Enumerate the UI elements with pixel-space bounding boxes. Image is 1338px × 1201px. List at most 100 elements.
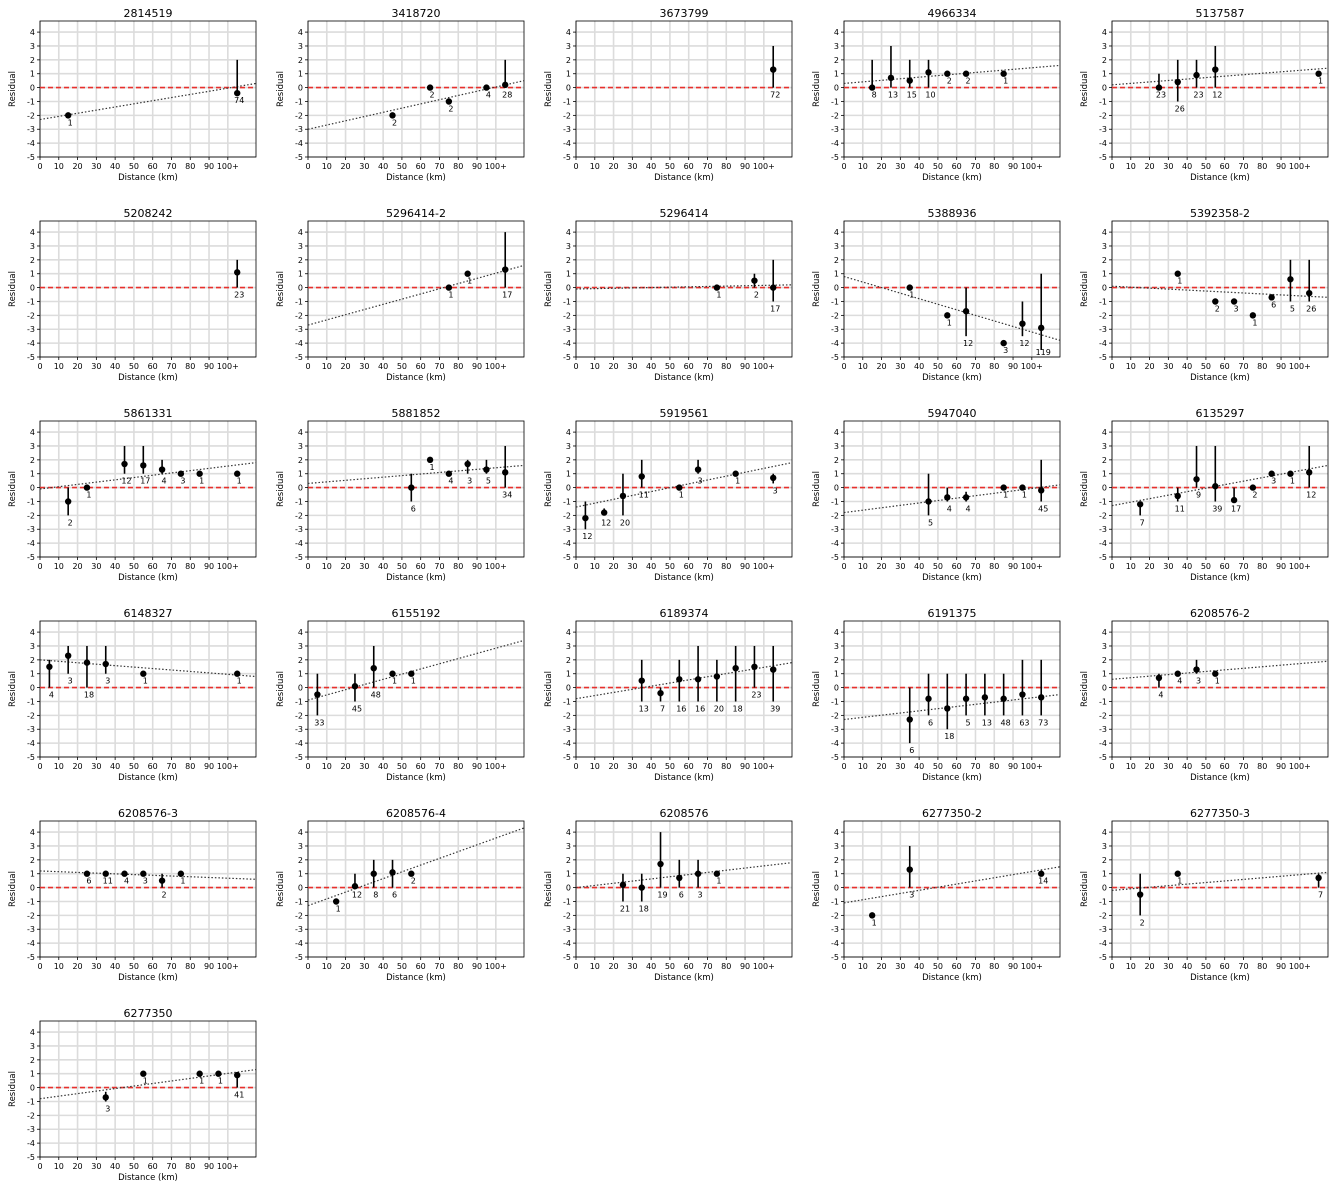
data-point <box>445 284 453 291</box>
x-tick-label: 10 <box>1126 762 1136 771</box>
y-axis-label: Residual <box>276 71 286 107</box>
data-point <box>1019 320 1026 327</box>
y-axis-label: Residual <box>1080 71 1090 107</box>
y-tick-label: -4 <box>295 739 303 748</box>
x-tick-label: 60 <box>416 962 426 971</box>
x-tick-label: 60 <box>1220 562 1230 571</box>
x-tick-label: 50 <box>129 562 139 571</box>
x-tick-label: 50 <box>1201 562 1211 571</box>
y-tick-label: 1 <box>566 670 571 679</box>
y-tick-label: 3 <box>834 442 839 451</box>
point-count-label: 4 <box>448 477 453 486</box>
x-tick-label: 20 <box>340 162 350 171</box>
y-tick-label: 2 <box>298 256 303 265</box>
data-point <box>1000 339 1007 347</box>
y-tick-label: -3 <box>295 325 303 334</box>
x-tick-label: 20 <box>1144 962 1154 971</box>
x-tick-label: 30 <box>1163 762 1173 771</box>
point-count-label: 1 <box>1318 77 1323 86</box>
data-point <box>1268 470 1275 477</box>
trend-line <box>843 693 1061 721</box>
y-tick-label: 0 <box>30 1084 35 1093</box>
grid-lines <box>843 421 1060 558</box>
data-point <box>770 666 777 673</box>
x-tick-label: 80 <box>185 962 195 971</box>
y-tick-label: -3 <box>1099 125 1107 134</box>
point-count-label: 1 <box>1003 491 1008 500</box>
point-count-label: 1 <box>411 677 416 686</box>
y-tick-label: 1 <box>834 670 839 679</box>
point-count-label: 4 <box>49 691 54 700</box>
y-tick-label: 0 <box>298 884 303 893</box>
x-axis-label: Distance (km) <box>654 173 714 183</box>
y-tick-label: 2 <box>1102 656 1107 665</box>
x-tick-label: 0 <box>841 362 846 371</box>
data-point <box>906 77 913 84</box>
y-tick-label: -2 <box>27 111 35 120</box>
y-tick-label: -5 <box>295 353 303 362</box>
grid-lines <box>307 221 524 358</box>
data-point <box>1019 691 1026 698</box>
x-tick-label: 80 <box>989 962 999 971</box>
y-tick-label: -3 <box>1099 725 1107 734</box>
data-point <box>1000 695 1007 702</box>
y-tick-label: -1 <box>1099 97 1107 106</box>
x-tick-label: 30 <box>359 162 369 171</box>
data-point <box>1230 496 1238 504</box>
data-point <box>464 460 471 468</box>
x-tick-label: 20 <box>608 362 618 371</box>
y-tick-label: -5 <box>1099 953 1107 962</box>
data-point <box>140 670 147 677</box>
y-tick-label: -1 <box>1099 897 1107 906</box>
point-count-label: 10 <box>925 91 935 100</box>
x-tick-label: 20 <box>72 562 82 571</box>
point-count-label: 1 <box>872 918 877 927</box>
data-point <box>408 870 415 877</box>
point-count-label: 1 <box>947 318 952 327</box>
point-count-label: 4 <box>1177 677 1182 686</box>
point-count-label: 16 <box>695 704 705 713</box>
data-point <box>1000 70 1007 77</box>
y-tick-label: -1 <box>1099 497 1107 506</box>
y-tick-label: 4 <box>1102 828 1107 837</box>
x-tick-label: 10 <box>1126 962 1136 971</box>
data-point <box>676 874 683 882</box>
x-tick-label: 90 <box>1276 362 1286 371</box>
x-tick-label: 60 <box>952 562 962 571</box>
y-tick-label: -4 <box>831 939 839 948</box>
y-tick-label: 3 <box>834 642 839 651</box>
x-tick-label: 20 <box>340 962 350 971</box>
point-count-label: 1 <box>1215 677 1220 686</box>
y-tick-label: 4 <box>834 228 839 237</box>
y-tick-label: 4 <box>566 628 571 637</box>
x-tick-label: 40 <box>1182 162 1192 171</box>
x-axis-label: Distance (km) <box>386 173 446 183</box>
x-axis-label: Distance (km) <box>654 973 714 983</box>
x-tick-label: 10 <box>322 562 332 571</box>
y-tick-label: 0 <box>30 84 35 93</box>
data-point <box>732 470 739 477</box>
y-tick-label: -4 <box>27 739 35 748</box>
x-tick-label: 100+ <box>217 562 239 571</box>
x-tick-label: 50 <box>397 962 407 971</box>
x-tick-label: 0 <box>305 362 310 371</box>
subplot-title: 6277350-2 <box>922 807 982 820</box>
y-tick-label: 0 <box>298 84 303 93</box>
x-tick-label: 80 <box>989 562 999 571</box>
y-tick-label: -5 <box>295 753 303 762</box>
y-tick-label: 4 <box>298 628 303 637</box>
x-tick-label: 30 <box>895 362 905 371</box>
x-tick-label: 20 <box>72 362 82 371</box>
point-count-label: 9 <box>1196 491 1201 500</box>
y-tick-label: -1 <box>27 497 35 506</box>
x-tick-label: 10 <box>1126 162 1136 171</box>
point-count-label: 3 <box>467 477 472 486</box>
x-axis-label: Distance (km) <box>386 773 446 783</box>
subplot-title: 5881852 <box>392 407 441 420</box>
y-tick-label: -4 <box>563 139 571 148</box>
x-tick-label: 30 <box>1163 962 1173 971</box>
axes-frame <box>1111 220 1329 358</box>
